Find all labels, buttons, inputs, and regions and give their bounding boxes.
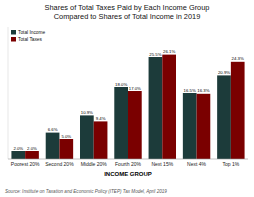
data-label: 24.3% xyxy=(232,56,244,61)
legend: Total Income Total Taxes xyxy=(11,30,46,42)
legend-swatch xyxy=(11,37,16,42)
x-tick-label: Second 20% xyxy=(45,161,74,167)
data-label: 20.9% xyxy=(218,70,230,75)
title: Shares of Total Taxes Paid by Each Incom… xyxy=(45,3,210,12)
x-axis-line xyxy=(8,159,248,160)
x-tick-label: Top 1% xyxy=(223,161,240,167)
data-label: 18.0% xyxy=(115,82,127,87)
data-label: 17.0% xyxy=(129,86,141,91)
x-tick-label: Next 15% xyxy=(151,161,173,167)
data-label: 10.9% xyxy=(81,110,93,115)
x-axis-label: INCOME GROUP xyxy=(104,171,152,177)
bar xyxy=(183,93,197,159)
x-tick-label: Next 4% xyxy=(187,161,206,167)
data-label: 26.1% xyxy=(163,49,175,54)
bar xyxy=(217,75,231,159)
bar xyxy=(231,62,245,159)
subtitle: Compared to Shares of Total Income in 20… xyxy=(54,12,201,21)
data-label: 5.0% xyxy=(61,134,71,139)
bar xyxy=(80,115,94,159)
legend-label: Total Taxes xyxy=(18,37,43,42)
data-label: 6.6% xyxy=(48,127,58,132)
legend-swatch xyxy=(11,30,16,35)
data-label: 16.3% xyxy=(197,88,209,93)
x-tick-label: Poorest 20% xyxy=(11,161,40,167)
data-label: 25.5% xyxy=(149,52,161,57)
bar xyxy=(11,151,25,159)
data-label: 2.0% xyxy=(13,146,23,151)
bar xyxy=(149,57,163,159)
chart: Shares of Total Taxes Paid by Each Incom… xyxy=(0,0,254,197)
data-labels: 2.0% 6.6% 10.9% 18.0% 25.5% 16.5% 20.9% 2.0% 5.0… xyxy=(13,49,244,150)
bar xyxy=(59,139,73,159)
bar xyxy=(46,133,60,159)
bar xyxy=(114,87,128,159)
bar xyxy=(94,121,108,159)
data-label: 16.5% xyxy=(184,88,196,93)
bar xyxy=(197,94,211,159)
x-tick-label: Middle 20% xyxy=(81,161,108,167)
bar xyxy=(162,55,176,159)
bar xyxy=(25,151,39,159)
legend-label: Total Income xyxy=(18,30,46,35)
bars xyxy=(11,55,244,159)
source-note: Source: Institute on Taxation and Econom… xyxy=(5,189,167,194)
y-axis-line xyxy=(8,27,9,159)
bar xyxy=(128,91,142,159)
x-tick-label: Fourth 20% xyxy=(115,161,141,167)
data-label: 2.0% xyxy=(27,146,37,151)
data-label: 9.4% xyxy=(96,116,106,121)
